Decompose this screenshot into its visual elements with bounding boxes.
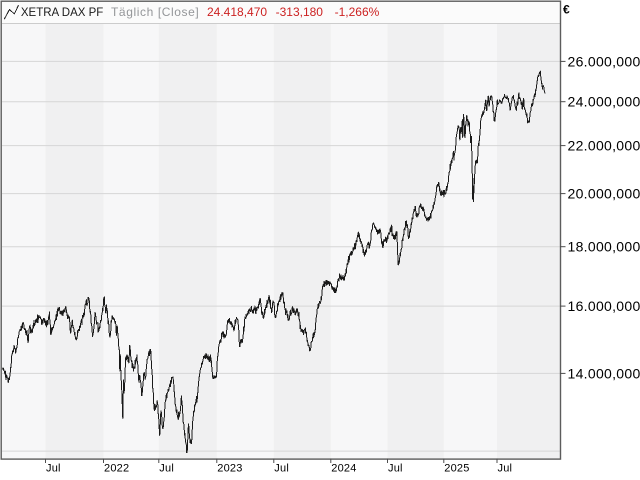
svg-text:24.418,470: 24.418,470	[207, 5, 267, 19]
svg-text:-313,180: -313,180	[276, 5, 324, 19]
svg-text:€: €	[563, 3, 570, 17]
svg-text:Jul: Jul	[388, 463, 403, 475]
svg-text:-1,266%: -1,266%	[335, 5, 380, 19]
svg-text:24.000,000: 24.000,000	[568, 94, 640, 110]
svg-text:14.000,000: 14.000,000	[568, 365, 640, 381]
svg-text:22.000,000: 22.000,000	[568, 138, 640, 154]
svg-text:Jul: Jul	[274, 463, 289, 475]
svg-text:Jul: Jul	[159, 463, 174, 475]
svg-text:16.000,000: 16.000,000	[568, 298, 640, 314]
svg-text:2022: 2022	[104, 463, 129, 475]
svg-text:Jul: Jul	[498, 463, 513, 475]
svg-text:26.000,000: 26.000,000	[568, 53, 640, 69]
svg-text:2023: 2023	[217, 463, 242, 475]
svg-text:18.000,000: 18.000,000	[568, 239, 640, 255]
svg-text:20.000,000: 20.000,000	[568, 186, 640, 202]
svg-text:2024: 2024	[331, 463, 356, 475]
svg-text:XETRA DAX PF: XETRA DAX PF	[21, 7, 103, 19]
svg-text:2025: 2025	[444, 463, 469, 475]
svg-text:Täglich [Close]: Täglich [Close]	[111, 5, 199, 19]
svg-text:Jul: Jul	[46, 463, 61, 475]
